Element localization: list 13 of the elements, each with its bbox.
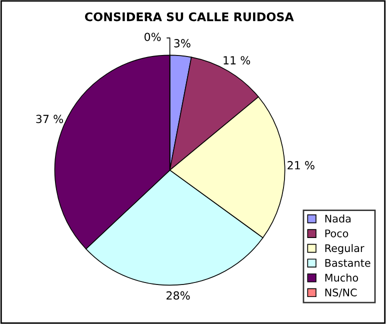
legend-label: Mucho [325, 274, 358, 282]
legend-label: Poco [325, 230, 348, 238]
data-label: 28% [166, 291, 190, 300]
data-label: 3% [174, 39, 190, 48]
data-label: 11 % [224, 56, 250, 64]
data-label: 21 % [288, 161, 314, 170]
legend-label: NS/NC [325, 288, 357, 298]
data-label: 37 % [36, 114, 64, 124]
legend-label: Nada [325, 214, 351, 223]
text: 0% [144, 32, 161, 42]
legend-label: Regular [325, 244, 364, 254]
legend-label: Bastante [325, 259, 370, 267]
chart-title: CONSIDERA SU CALLE RUIDOSA [85, 12, 294, 22]
